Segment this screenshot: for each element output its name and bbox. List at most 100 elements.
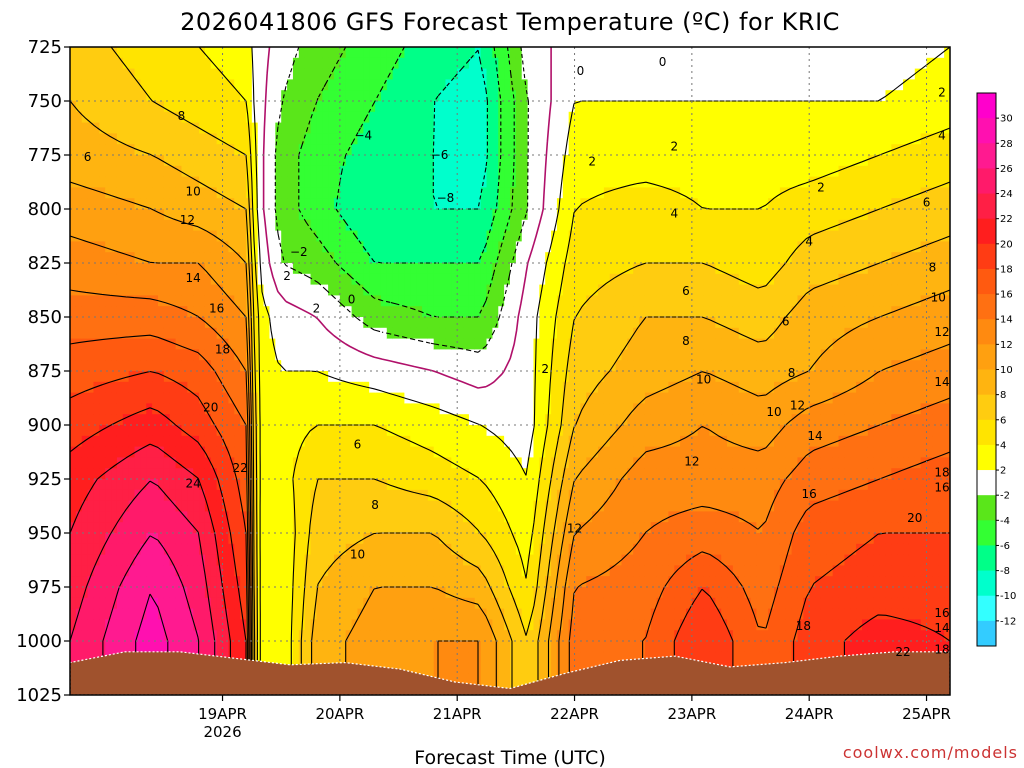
field-cell (410, 641, 417, 653)
field-cell (551, 414, 558, 426)
field-cell (551, 446, 558, 458)
field-cell (386, 360, 394, 372)
field-cell (480, 543, 488, 556)
field-cell (193, 403, 200, 415)
field-cell (427, 360, 435, 372)
field-cell (122, 543, 130, 556)
field-cell (304, 641, 312, 653)
field-cell (175, 630, 183, 642)
field-cell (474, 273, 482, 286)
field-cell (380, 619, 388, 631)
field-cell (222, 425, 229, 437)
field-cell (351, 57, 359, 70)
field-cell (545, 198, 552, 210)
field-cell (486, 360, 493, 372)
field-cell (545, 543, 552, 556)
field-cell (351, 414, 359, 426)
field-cell (263, 403, 271, 415)
field-cell (316, 284, 323, 296)
field-cell (498, 360, 505, 372)
field-cell (222, 522, 229, 534)
field-cell (158, 381, 165, 394)
field-cell (116, 435, 124, 448)
field-cell (533, 57, 540, 70)
field-cell (445, 565, 452, 577)
field-cell (122, 144, 130, 156)
field-cell (228, 338, 235, 350)
field-cell (163, 533, 171, 545)
field-cell (392, 500, 400, 512)
field-cell (275, 587, 282, 599)
field-cell (204, 522, 212, 534)
field-cell (457, 122, 464, 134)
field-cell (75, 327, 83, 340)
field-cell (410, 554, 417, 566)
field-cell (246, 101, 253, 113)
field-cell (193, 306, 200, 318)
field-cell (433, 489, 441, 502)
field-cell (257, 306, 265, 318)
field-cell (163, 284, 171, 296)
field-cell (152, 155, 159, 167)
field-cell (234, 533, 241, 545)
field-cell (140, 68, 147, 80)
field-cell (545, 90, 552, 102)
field-cell (551, 263, 558, 275)
field-cell (510, 457, 517, 469)
field-cell (392, 79, 400, 91)
field-cell (263, 371, 271, 383)
field-cell (451, 392, 458, 404)
field-cell (328, 349, 335, 361)
field-cell (375, 57, 382, 70)
field-cell (457, 597, 464, 610)
field-cell (181, 479, 188, 491)
field-cell (510, 576, 517, 588)
field-cell (392, 597, 400, 610)
field-cell (351, 500, 359, 512)
field-cell (70, 597, 77, 610)
field-cell (363, 543, 370, 556)
field-cell (281, 79, 288, 91)
field-cell (498, 662, 505, 674)
field-cell (398, 554, 405, 566)
field-cell (263, 101, 271, 113)
field-cell (181, 252, 188, 264)
field-cell (375, 576, 382, 588)
field-cell (240, 284, 247, 296)
field-cell (75, 338, 83, 350)
field-cell (292, 392, 300, 404)
field-cell (228, 446, 235, 458)
field-cell (87, 79, 95, 91)
field-cell (375, 446, 382, 458)
field-cell (363, 263, 370, 275)
field-cell (228, 327, 235, 340)
field-cell (410, 219, 417, 232)
field-cell (210, 241, 218, 253)
field-cell (111, 414, 118, 426)
field-cell (392, 144, 400, 156)
field-cell (222, 209, 229, 221)
field-cell (298, 608, 306, 620)
field-cell (351, 522, 359, 534)
field-cell (210, 479, 218, 491)
field-cell (269, 435, 276, 448)
field-cell (187, 349, 194, 361)
field-cell (375, 381, 382, 394)
field-cell (510, 533, 517, 545)
field-cell (163, 219, 171, 232)
field-cell (228, 252, 235, 264)
field-cell (345, 587, 353, 599)
field-cell (504, 230, 511, 242)
field-cell (334, 155, 341, 167)
field-cell (304, 479, 312, 491)
field-cell (539, 317, 546, 329)
field-cell (510, 133, 517, 145)
field-cell (169, 500, 177, 512)
field-cell (275, 165, 282, 178)
field-cell (345, 176, 353, 188)
field-cell (169, 57, 177, 70)
field-cell (527, 187, 535, 199)
field-cell (240, 457, 247, 469)
field-cell (158, 576, 165, 588)
field-cell (281, 349, 288, 361)
